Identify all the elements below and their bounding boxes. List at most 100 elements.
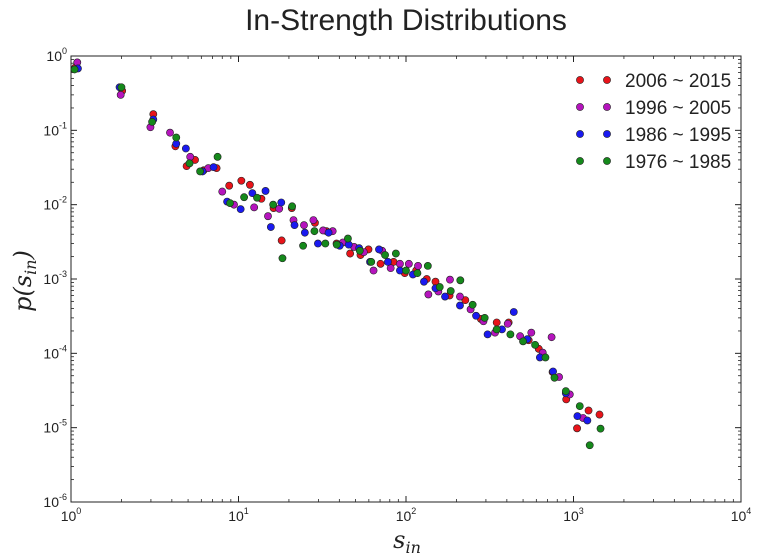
data-point (240, 193, 248, 202)
data-point (369, 266, 378, 275)
data-point (172, 133, 181, 142)
data-point (253, 193, 261, 202)
x-tick-label-exp: 4 (746, 506, 751, 516)
data-point (404, 259, 413, 268)
data-point (583, 416, 592, 425)
data-point (246, 180, 254, 189)
data-point (186, 152, 195, 161)
y-tick-label-exp: -6 (59, 492, 67, 502)
data-point (441, 292, 449, 301)
legend-item-1: 1996 ~ 2005 (576, 98, 731, 119)
data-point (492, 325, 501, 334)
data-point (446, 275, 454, 284)
y-axis-label-sub: in (21, 259, 40, 274)
y-axis-label-post: ) (9, 250, 37, 260)
data-point (148, 117, 157, 126)
legend-label: 1986 ~ 1995 (625, 125, 731, 146)
data-point (310, 227, 319, 236)
data-point (346, 249, 355, 258)
chart-title: In-Strength Distributions (245, 4, 567, 37)
data-point (376, 259, 385, 268)
data-point (264, 212, 272, 221)
legend-marker (603, 130, 611, 138)
legend-item-2: 1986 ~ 1995 (576, 125, 731, 146)
data-point (396, 259, 404, 268)
data-point (70, 65, 79, 74)
x-tick-label-base: 10 (396, 508, 412, 524)
data-point (423, 262, 432, 270)
data-point (226, 199, 234, 207)
data-point (456, 301, 464, 310)
series-3 (70, 65, 605, 450)
y-tick-label-2: 10-4 (43, 343, 67, 361)
x-tick-label-0: 100 (61, 506, 82, 524)
y-tick-label-exp: -1 (59, 120, 67, 130)
data-point (185, 159, 194, 168)
x-tick-label-exp: 2 (411, 506, 416, 516)
data-point (391, 249, 400, 258)
x-axis-label-base: s (393, 526, 405, 554)
data-point (324, 228, 333, 237)
data-point (196, 167, 205, 176)
data-point (277, 236, 286, 245)
data-point (290, 221, 299, 230)
y-axis-label: p(sin) (9, 250, 40, 312)
data-point (299, 241, 307, 250)
x-tick-label-base: 10 (563, 508, 579, 524)
y-tick-label-1: 10-5 (43, 418, 67, 436)
data-point (236, 205, 245, 214)
legend-marker (576, 157, 584, 165)
data-point (300, 228, 309, 237)
data-point (288, 202, 297, 211)
data-point (413, 269, 422, 278)
data-point (595, 410, 604, 419)
data-point (446, 287, 455, 295)
legend-marker (603, 103, 611, 111)
data-point (468, 300, 477, 309)
data-point (456, 276, 465, 285)
data-point (266, 223, 275, 231)
data-point (402, 266, 410, 275)
data-point (519, 337, 527, 346)
data-point (561, 387, 570, 396)
plot-area (70, 55, 742, 503)
y-tick-label-base: 10 (43, 197, 59, 213)
x-tick-label-base: 10 (228, 508, 244, 524)
data-point (332, 240, 341, 249)
x-axis-label: sin (393, 526, 421, 557)
data-point (531, 340, 540, 349)
y-tick-label-exp: -2 (59, 195, 67, 205)
y-tick-label-5: 10-1 (43, 120, 67, 138)
x-tick-label-exp: 1 (244, 506, 249, 516)
y-tick-label-exp: -3 (59, 269, 67, 279)
data-point (384, 257, 392, 266)
legend-marker (576, 103, 584, 111)
data-point (424, 290, 433, 299)
x-tick-label-exp: 3 (579, 506, 584, 516)
y-tick-label-exp: -5 (59, 418, 67, 428)
y-tick-label-base: 10 (43, 494, 59, 510)
data-point (117, 83, 126, 92)
data-point (527, 328, 536, 337)
data-point (250, 203, 259, 212)
data-point (278, 254, 287, 263)
legend-marker (603, 157, 611, 165)
legend-marker (576, 76, 584, 84)
legend-label: 1976 ~ 1985 (625, 152, 731, 173)
data-point (309, 216, 318, 224)
x-tick-label-exp: 0 (76, 506, 81, 516)
data-point (269, 200, 278, 209)
data-point (414, 262, 422, 270)
data-point (166, 128, 174, 137)
data-point (367, 257, 376, 266)
data-point (547, 333, 556, 342)
data-point (492, 318, 501, 327)
data-point (461, 296, 470, 305)
legend: 2006 ~ 2015 1996 ~ 2005 1986 ~ 1995 1976 ~ … (576, 71, 731, 173)
x-tick-label-base: 10 (61, 508, 77, 524)
data-point (456, 292, 464, 301)
data-point (116, 90, 125, 99)
data-point (472, 311, 480, 320)
